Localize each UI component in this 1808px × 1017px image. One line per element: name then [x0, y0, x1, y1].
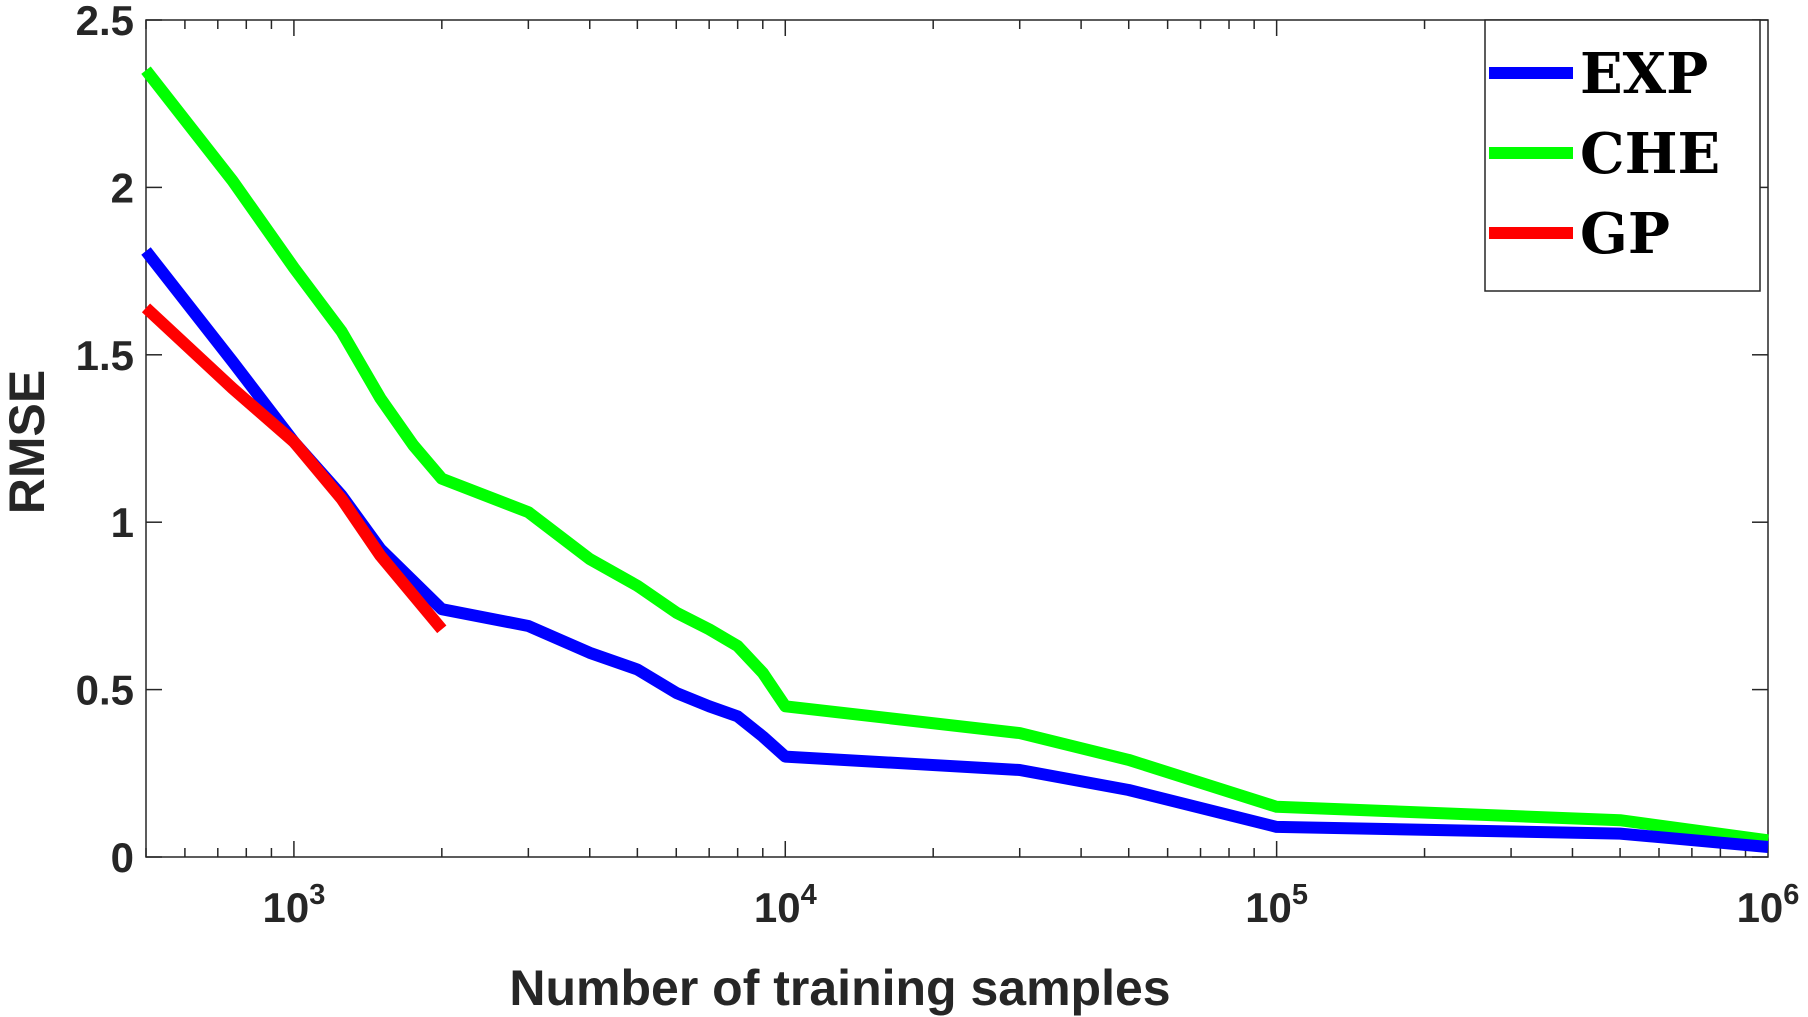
x-tick-exponent: 5 [1292, 879, 1308, 911]
legend-box [1484, 19, 1761, 292]
y-tick-label: 0.5 [76, 667, 134, 714]
legend-label-exp: EXP [1580, 41, 1708, 107]
y-tick-label: 1 [111, 499, 134, 546]
x-axis-title: Number of training samples [509, 960, 1170, 1016]
y-tick-label: 0 [111, 834, 134, 881]
y-tick-label: 1.5 [76, 332, 134, 379]
y-axis: 0 0.5 1 1.5 2 2.5 [76, 0, 1768, 881]
series-line-che [141, 66, 1769, 847]
legend: EXP CHE GP [1484, 19, 1761, 292]
y-tick-label: 2.5 [76, 0, 134, 44]
x-tick-label: 105 [1245, 879, 1308, 931]
series-layer [141, 66, 1769, 853]
series-line-gp [141, 303, 447, 634]
x-tick-base: 10 [1737, 884, 1784, 931]
x-tick-base: 10 [1245, 884, 1292, 931]
x-tick-label: 104 [754, 879, 817, 931]
y-tick-label: 2 [111, 164, 134, 211]
x-axis: 103 104 105 106 [145, 20, 1800, 931]
x-tick-label: 103 [262, 879, 325, 931]
x-tick-exponent: 3 [309, 879, 325, 911]
y-axis-title: RMSE [0, 370, 55, 514]
legend-label-che: CHE [1580, 121, 1720, 187]
x-tick-exponent: 4 [801, 879, 817, 911]
legend-label-gp: GP [1580, 201, 1670, 267]
x-tick-base: 10 [754, 884, 801, 931]
x-tick-label: 106 [1737, 879, 1800, 931]
x-tick-exponent: 6 [1783, 879, 1799, 911]
x-tick-base: 10 [262, 884, 309, 931]
